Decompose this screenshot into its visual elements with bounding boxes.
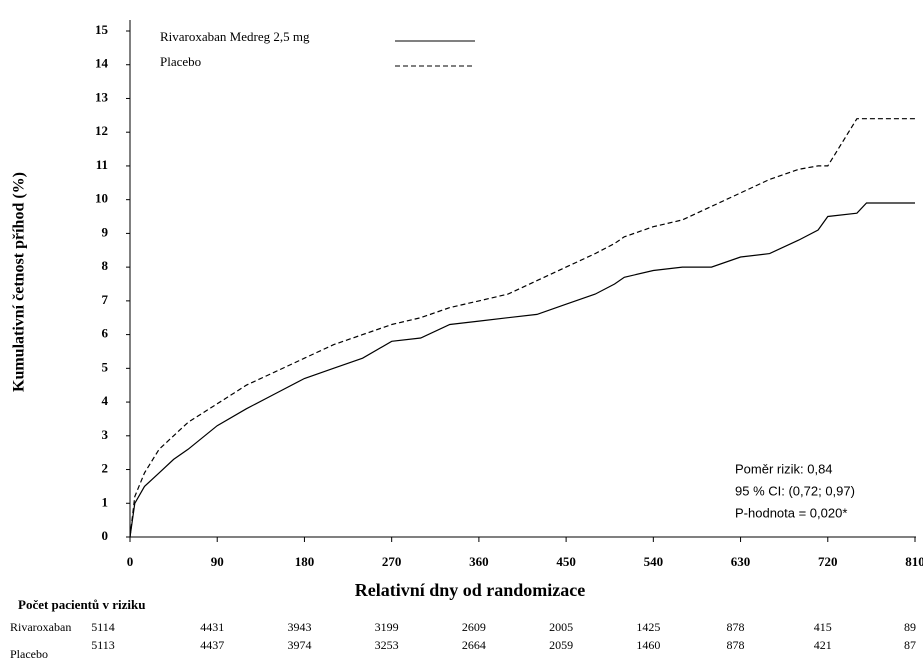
risk-value: 2664 bbox=[462, 638, 486, 652]
risk-row-label: Placebo bbox=[10, 647, 48, 661]
y-tick-label: 9 bbox=[102, 224, 109, 239]
x-axis-label: Relativní dny od randomizace bbox=[355, 580, 586, 600]
risk-value: 5114 bbox=[91, 620, 115, 634]
x-tick-label: 810 bbox=[905, 554, 923, 569]
y-tick-label: 3 bbox=[102, 427, 109, 442]
y-tick-label: 15 bbox=[95, 22, 109, 37]
annotation: P-hodnota = 0,020* bbox=[735, 505, 847, 520]
risk-value: 878 bbox=[727, 620, 745, 634]
x-tick-label: 720 bbox=[818, 554, 838, 569]
x-tick-label: 540 bbox=[644, 554, 664, 569]
risk-value: 2059 bbox=[549, 638, 573, 652]
y-tick-label: 14 bbox=[95, 56, 109, 71]
series-line bbox=[129, 118, 915, 538]
risk-value: 3943 bbox=[287, 620, 311, 634]
risk-table-title: Počet pacientů v riziku bbox=[18, 597, 145, 612]
x-tick-label: 630 bbox=[731, 554, 751, 569]
risk-value: 4437 bbox=[200, 638, 224, 652]
risk-value: 89 bbox=[904, 620, 916, 634]
x-tick-label: 0 bbox=[127, 554, 134, 569]
y-tick-label: 5 bbox=[102, 359, 109, 374]
y-tick-label: 7 bbox=[102, 292, 109, 307]
risk-value: 421 bbox=[814, 638, 832, 652]
risk-value: 2609 bbox=[462, 620, 486, 634]
risk-value: 878 bbox=[727, 638, 745, 652]
legend-label: Placebo bbox=[160, 54, 201, 69]
y-axis-label: Kumulativní četnost příhod (%) bbox=[11, 172, 28, 392]
risk-value: 3974 bbox=[287, 638, 311, 652]
y-tick-label: 1 bbox=[102, 494, 109, 509]
x-tick-label: 180 bbox=[295, 554, 315, 569]
risk-value: 4431 bbox=[200, 620, 224, 634]
legend-label: Rivaroxaban Medreg 2,5 mg bbox=[160, 29, 310, 44]
series-line bbox=[129, 202, 915, 538]
y-tick-label: 2 bbox=[102, 461, 109, 476]
risk-value: 3199 bbox=[375, 620, 399, 634]
y-tick-label: 8 bbox=[102, 258, 109, 273]
y-tick-label: 13 bbox=[95, 89, 109, 104]
risk-value: 5113 bbox=[91, 638, 115, 652]
risk-value: 3253 bbox=[375, 638, 399, 652]
risk-value: 415 bbox=[814, 620, 832, 634]
y-tick-label: 6 bbox=[102, 326, 109, 341]
risk-value: 87 bbox=[904, 638, 916, 652]
risk-value: 2005 bbox=[549, 620, 573, 634]
y-tick-label: 0 bbox=[102, 528, 109, 543]
x-tick-label: 360 bbox=[469, 554, 489, 569]
y-tick-label: 10 bbox=[95, 191, 108, 206]
y-tick-label: 12 bbox=[95, 123, 108, 138]
x-tick-label: 450 bbox=[556, 554, 576, 569]
risk-row-label: Rivaroxaban bbox=[10, 620, 71, 634]
y-tick-label: 11 bbox=[96, 157, 108, 172]
x-tick-label: 270 bbox=[382, 554, 402, 569]
y-tick-label: 4 bbox=[102, 393, 109, 408]
risk-value: 1425 bbox=[636, 620, 660, 634]
annotation: 95 % CI: (0,72; 0,97) bbox=[735, 483, 855, 498]
risk-value: 1460 bbox=[636, 638, 660, 652]
x-tick-label: 90 bbox=[211, 554, 224, 569]
annotation: Poměr rizik: 0,84 bbox=[735, 461, 833, 476]
